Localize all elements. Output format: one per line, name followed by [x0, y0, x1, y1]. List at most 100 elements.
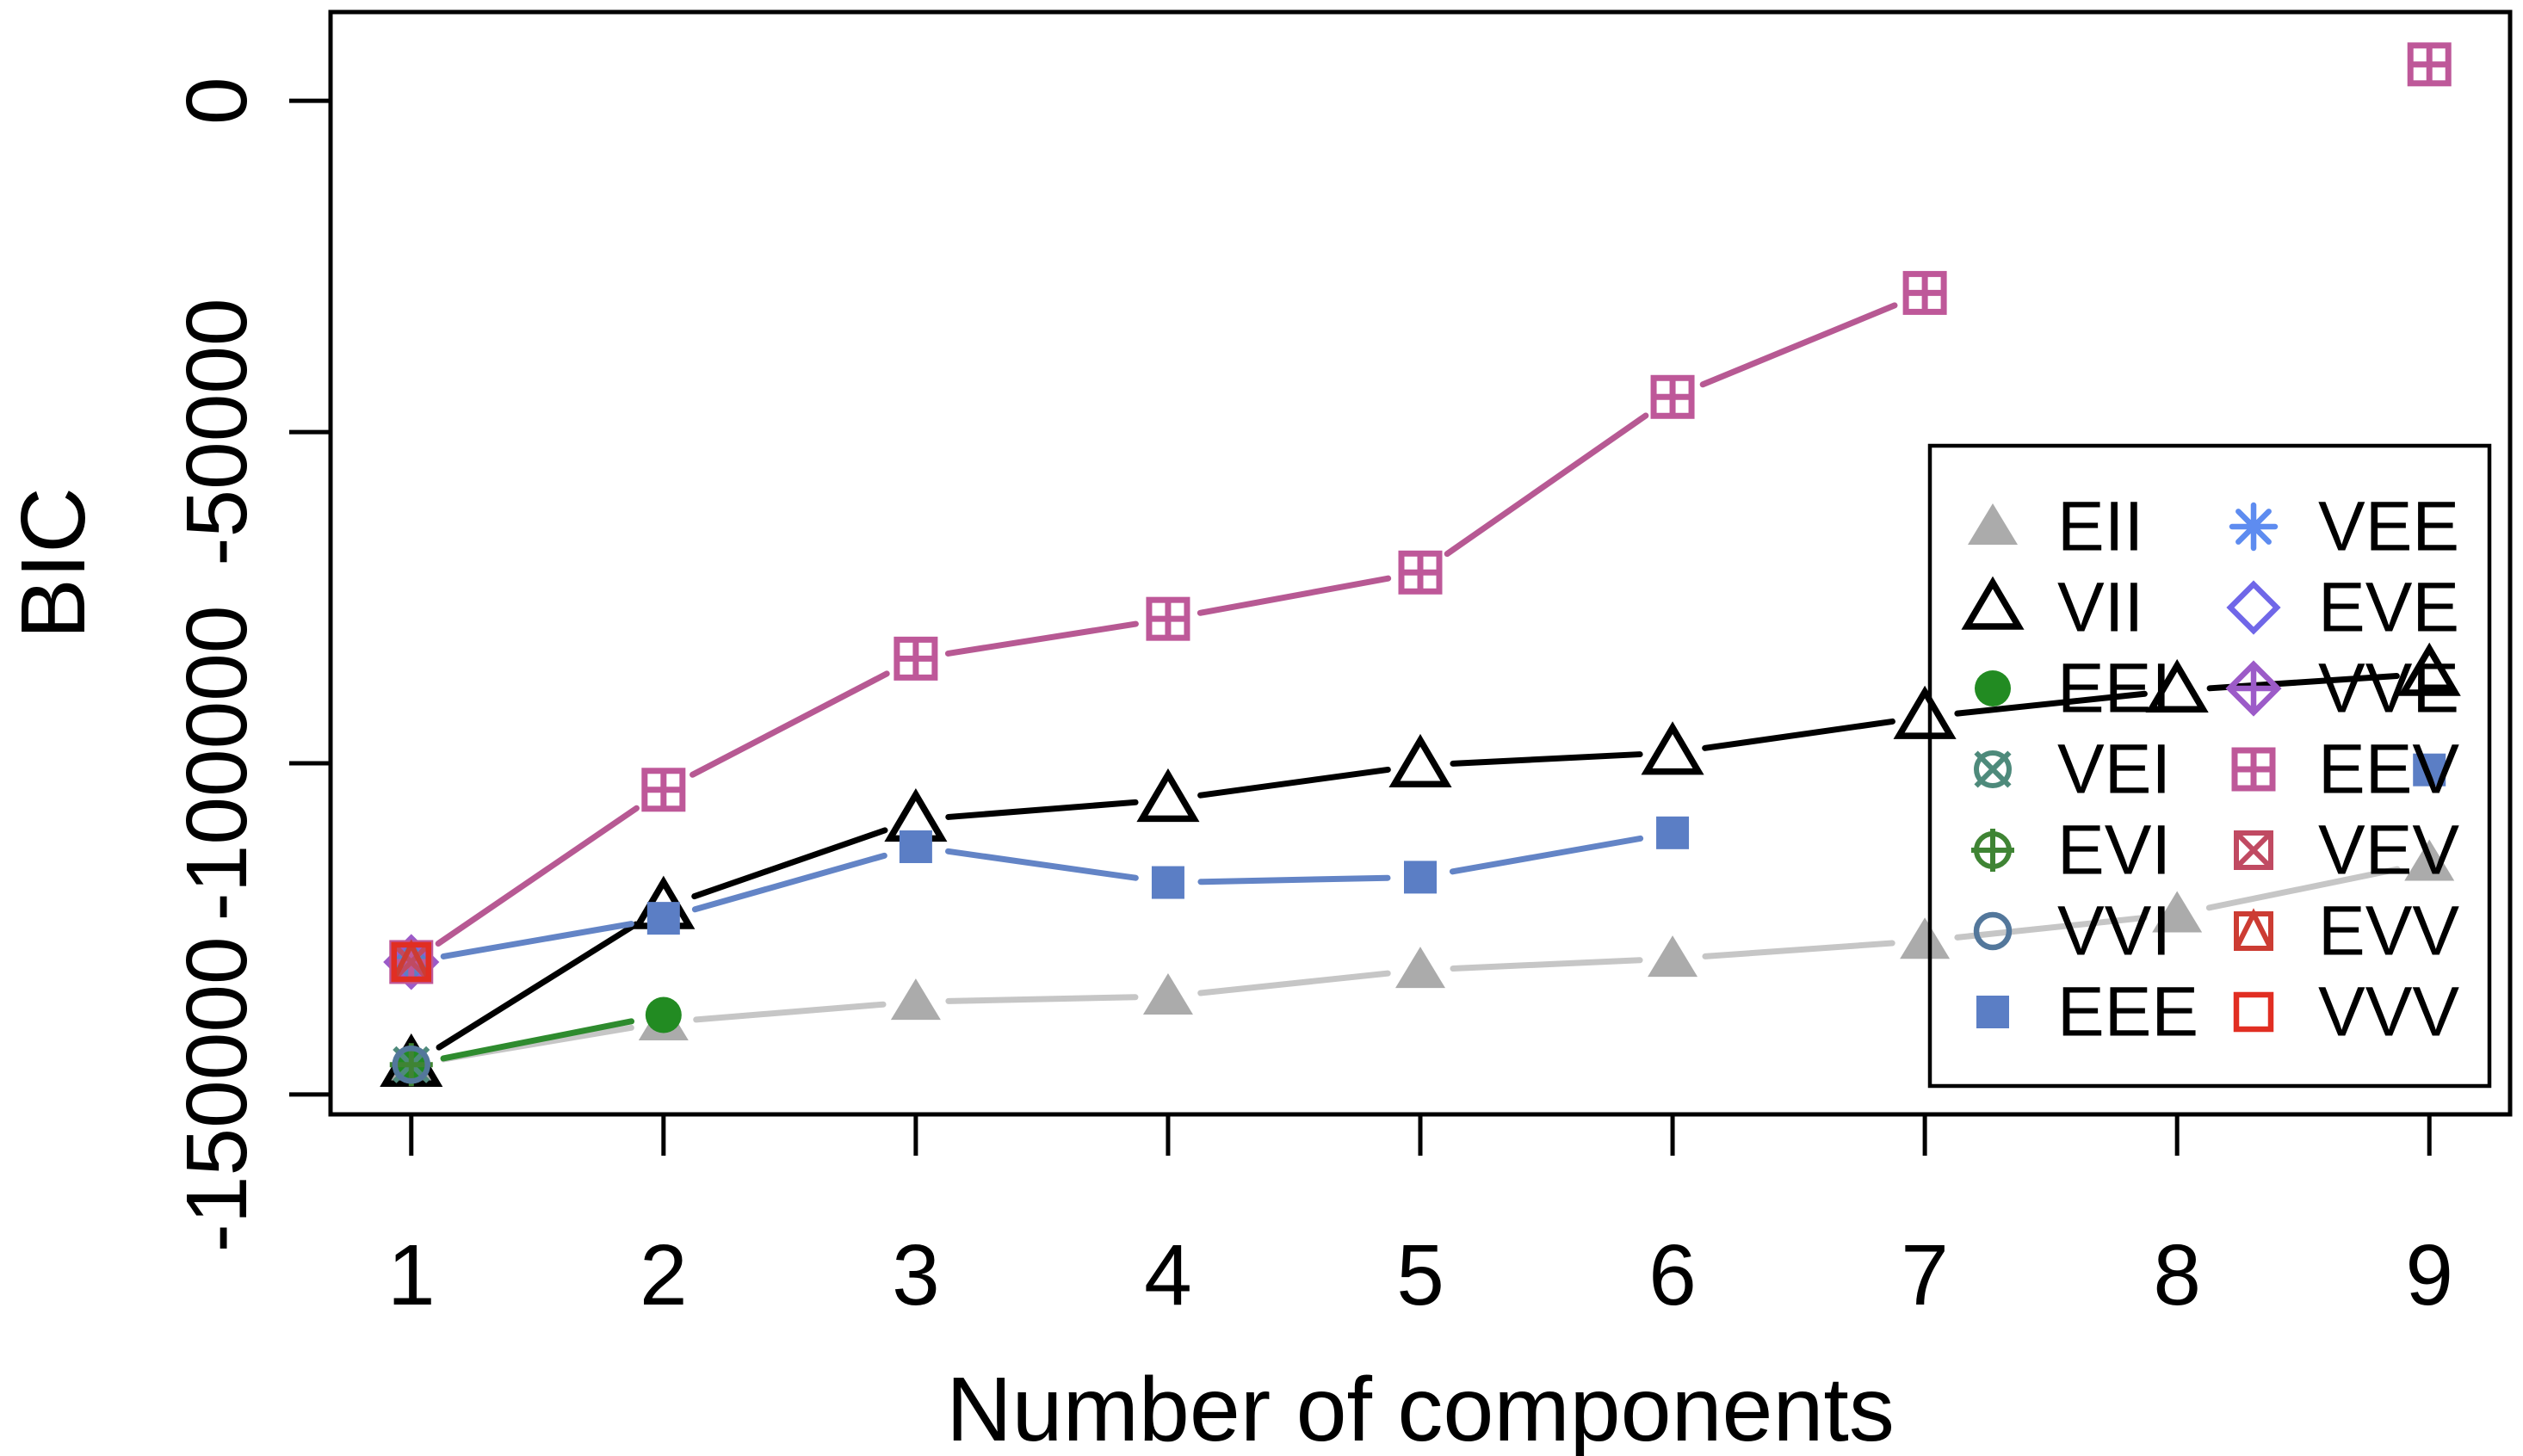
- square-filled-marker: [1151, 866, 1184, 899]
- legend-item-VEE: VEE: [2229, 488, 2459, 566]
- legend-label-VVI: VVI: [2057, 892, 2171, 971]
- series-line-EEE: [691, 852, 887, 913]
- legend-item-VVE: VVE: [2225, 650, 2459, 728]
- circle-open-marker: [1973, 911, 2013, 951]
- triangle-filled-marker: [890, 978, 941, 1021]
- series-line-VII: [1702, 718, 1895, 751]
- square-open-marker: [391, 941, 432, 983]
- circle-filled-marker: [1975, 670, 2011, 706]
- legend-item-EVI: EVI: [1971, 811, 2171, 890]
- legend-item-VVV: VVV: [2233, 973, 2459, 1052]
- square-x-marker: [2234, 830, 2273, 870]
- triangle-open-marker: [2397, 642, 2461, 696]
- x-tick-label: 6: [1648, 1227, 1697, 1323]
- triangle-filled-marker: [1395, 947, 1445, 989]
- triangle-open-marker: [1641, 721, 1704, 775]
- x-axis-title: Number of components: [946, 1359, 1895, 1456]
- series-line-EEV: [1197, 575, 1392, 616]
- triangle-filled-marker: [2152, 891, 2203, 933]
- y-tick-label: 0: [169, 77, 265, 125]
- triangle-filled-marker: [1900, 917, 1951, 959]
- legend-label-VVE: VVE: [2318, 650, 2459, 728]
- square-filled-marker: [1976, 996, 2009, 1028]
- y-tick-label: -50000: [169, 298, 265, 565]
- triangle-open-marker: [2145, 658, 2209, 713]
- series-line-EEV: [944, 620, 1139, 657]
- legend-label-EVE: EVE: [2318, 569, 2459, 647]
- x-tick-label: 7: [1901, 1227, 1949, 1323]
- x-tick-label: 5: [1396, 1227, 1444, 1323]
- y-tick-label: -100000: [169, 605, 265, 921]
- triangle-open-marker: [1388, 733, 1452, 788]
- triangle-open-marker: [1893, 685, 1957, 739]
- series-line-VII: [1450, 751, 1643, 767]
- diamond-open-marker: [2226, 580, 2281, 635]
- series-line-EII: [693, 1001, 887, 1023]
- circle-x-marker: [1974, 750, 2012, 788]
- legend-item-VVI: VVI: [1973, 892, 2171, 971]
- series-line-EEV: [1699, 302, 1898, 388]
- legend-item-VEV: VEV: [2234, 811, 2459, 890]
- y-tick-label: -150000: [169, 936, 265, 1252]
- series-line-EEI: [440, 1018, 635, 1062]
- series-line-EII: [1954, 914, 2148, 941]
- legend-item-VII: VII: [1961, 569, 2143, 647]
- legend-item-EEE: EEE: [1976, 973, 2198, 1052]
- series-line-EEE: [440, 921, 634, 959]
- series-line-EEE: [1449, 835, 1644, 875]
- legend-label-EEI: EEI: [2057, 650, 2171, 728]
- series-line-VII: [945, 799, 1139, 820]
- series-line-EEV: [689, 670, 890, 778]
- x-tick-label: 2: [640, 1227, 688, 1323]
- legend-label-EEV: EEV: [2318, 731, 2459, 809]
- series-EEE: [394, 753, 2446, 978]
- x-tick-label: 3: [892, 1227, 940, 1323]
- square-filled-marker: [899, 830, 932, 863]
- legend-item-EVV: EVV: [2234, 892, 2459, 971]
- square-filled-marker: [1404, 861, 1437, 894]
- legend-item-EEI: EEI: [1975, 650, 2171, 728]
- series-line-EII: [1450, 957, 1643, 972]
- circle-filled-marker: [645, 996, 682, 1033]
- square-filled-marker: [1656, 816, 1690, 849]
- legend-label-VEI: VEI: [2057, 731, 2171, 809]
- series-EEI: [393, 996, 682, 1083]
- series-line-VII: [436, 921, 640, 1051]
- series-line-EEV: [435, 805, 640, 947]
- legend-item-VEI: VEI: [1974, 731, 2171, 809]
- legend-item-EII: EII: [1968, 488, 2143, 566]
- triangle-open-marker: [1136, 768, 1200, 823]
- triangle-filled-marker: [1142, 972, 1193, 1015]
- series-line-EEE: [945, 848, 1139, 881]
- legend-label-EVI: EVI: [2057, 811, 2171, 890]
- legend-label-VEE: VEE: [2318, 488, 2459, 566]
- series-VVV: [391, 941, 432, 983]
- square-filled-marker: [646, 902, 680, 935]
- series-line-VII: [1954, 690, 2148, 717]
- triangle-open-marker: [1961, 576, 2025, 630]
- legend-label-VII: VII: [2057, 569, 2143, 647]
- series-line-VII: [691, 827, 888, 900]
- legend-label-EII: EII: [2057, 488, 2143, 566]
- triangle-filled-marker: [1648, 935, 1698, 978]
- y-axis-title: BIC: [3, 487, 104, 639]
- triangle-filled-marker: [2404, 839, 2455, 881]
- x-tick-label: 9: [2405, 1227, 2453, 1323]
- series-line-VII: [1197, 766, 1391, 799]
- series-VVI: [392, 1046, 431, 1084]
- legend-label-VEV: VEV: [2318, 811, 2459, 890]
- circle-open-marker: [392, 1046, 431, 1084]
- asterisk-marker: [2229, 502, 2279, 552]
- axes: 1 2 3 4 5 6 7 8 9 0 -50000 -100000 -150000 Number of …: [3, 77, 2453, 1456]
- series-line-EEE: [1197, 874, 1391, 885]
- series-line-EII: [945, 994, 1139, 1004]
- square-filled-marker: [2413, 753, 2446, 787]
- legend-label-EVV: EVV: [2318, 892, 2459, 971]
- legend-box: [1927, 443, 2492, 1089]
- square-open-marker: [2233, 991, 2274, 1033]
- series-line-EII: [1197, 970, 1391, 996]
- x-tick-label: 8: [2153, 1227, 2201, 1323]
